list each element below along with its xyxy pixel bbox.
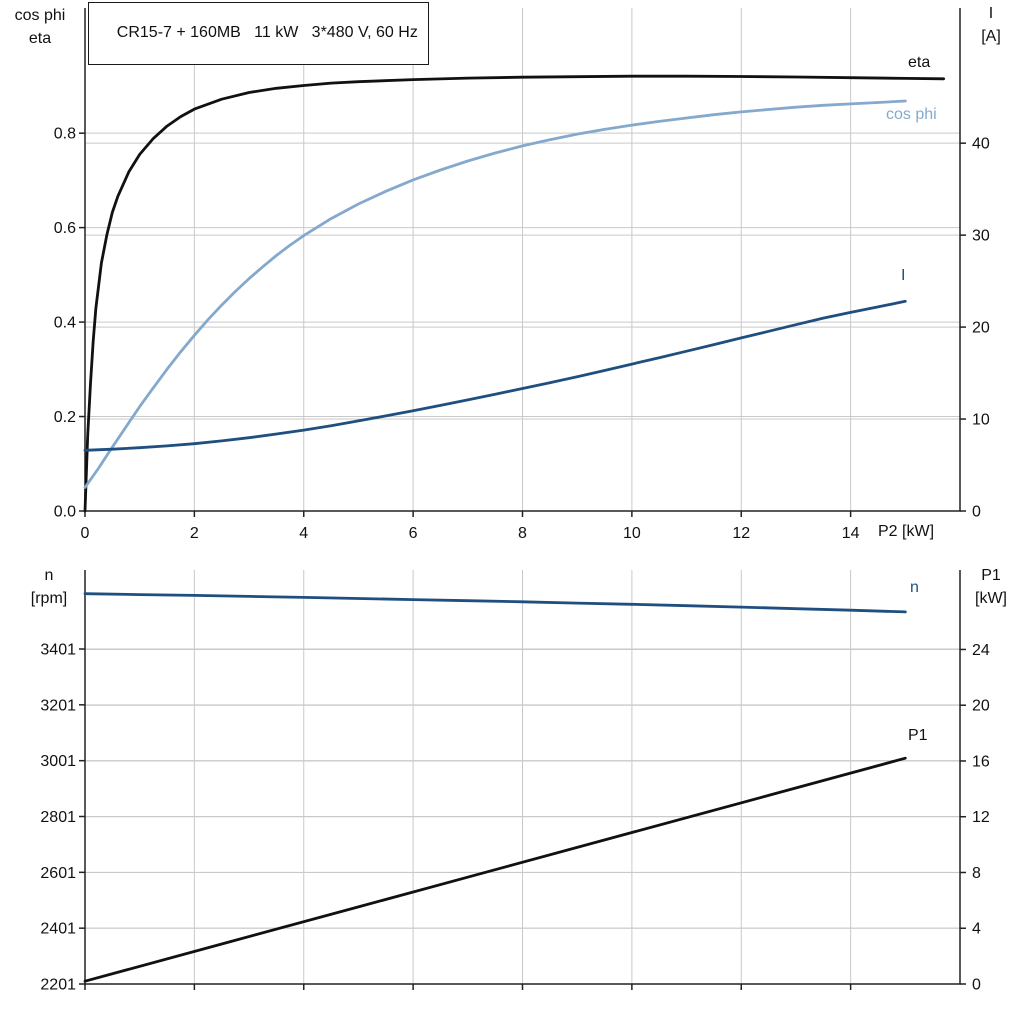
left-tick-label: 0.4 bbox=[54, 315, 76, 332]
left-tick-label: 3201 bbox=[40, 697, 76, 714]
x-tick-label: 14 bbox=[842, 525, 860, 542]
x-tick-label: 2 bbox=[190, 525, 199, 542]
top-right-axis-title: I [A] bbox=[962, 2, 1020, 48]
curve-label-current: I bbox=[901, 267, 906, 284]
left-tick-label: 0.0 bbox=[54, 504, 76, 521]
right-tick-label: 10 bbox=[972, 412, 990, 429]
left-tick-label: 2201 bbox=[40, 977, 76, 994]
x-axis-label: P2 [kW] bbox=[878, 523, 935, 540]
curve-label-speed: n bbox=[910, 579, 919, 596]
axis-title-ampere-unit: [A] bbox=[981, 28, 1001, 45]
left-tick-label: 2801 bbox=[40, 809, 76, 826]
curve-label-cos-phi: cos phi bbox=[886, 106, 937, 123]
axis-title-eta: eta bbox=[28, 30, 52, 47]
curve-label-p1: P1 bbox=[908, 727, 928, 744]
right-tick-label: 4 bbox=[972, 921, 981, 938]
curve-I bbox=[83, 299, 907, 452]
right-tick-label: 12 bbox=[972, 809, 990, 826]
axis-title-kw-unit: [kW] bbox=[975, 590, 1007, 607]
left-tick-label: 0.8 bbox=[54, 126, 76, 143]
chart-title-box: CR15-7 + 160MB 11 kW 3*480 V, 60 Hz bbox=[88, 2, 429, 65]
curve-P1 bbox=[83, 756, 907, 983]
axis-title-current: I bbox=[988, 5, 994, 22]
right-tick-label: 30 bbox=[972, 228, 990, 245]
curve-n bbox=[83, 592, 907, 614]
x-tick-label: 4 bbox=[299, 525, 308, 542]
chart-panel-bottom: 2201 2401 2601 2801 3001 3201 3401 0 4 8 12 16 20 24 bbox=[40, 570, 990, 994]
chart-panel-top: 0 2 4 6 8 10 12 14 0.0 0.2 0.4 0.6 0.8 0 10 20 30 40 bbox=[54, 8, 990, 542]
right-tick-label: 24 bbox=[972, 642, 990, 659]
left-tick-label: 3001 bbox=[40, 753, 76, 770]
chart-title: CR15-7 + 160MB 11 kW 3*480 V, 60 Hz bbox=[116, 24, 418, 41]
curve-label-eta: eta bbox=[908, 54, 931, 71]
x-tick-label: 0 bbox=[81, 525, 90, 542]
left-tick-label: 3401 bbox=[40, 642, 76, 659]
top-left-axis-title: cos phi eta bbox=[6, 4, 74, 50]
right-tick-label: 8 bbox=[972, 865, 981, 882]
left-tick-label: 2401 bbox=[40, 921, 76, 938]
x-tick-label: 8 bbox=[518, 525, 527, 542]
right-tick-label: 16 bbox=[972, 753, 990, 770]
right-tick-label: 20 bbox=[972, 698, 990, 715]
curve-eta bbox=[83, 74, 945, 513]
x-tick-label: 10 bbox=[623, 525, 641, 542]
x-tick-label: 12 bbox=[732, 525, 750, 542]
left-tick-label: 0.2 bbox=[54, 409, 76, 426]
bottom-right-axis-title: P1 [kW] bbox=[962, 564, 1020, 610]
right-tick-label: 40 bbox=[972, 136, 990, 153]
right-tick-label: 20 bbox=[972, 320, 990, 337]
axis-title-speed: n bbox=[44, 567, 54, 584]
right-tick-label: 0 bbox=[972, 977, 981, 994]
axis-title-p1: P1 bbox=[981, 567, 1001, 584]
left-tick-label: 0.6 bbox=[54, 220, 76, 237]
x-tick-label: 6 bbox=[409, 525, 418, 542]
axis-title-rpm-unit: [rpm] bbox=[30, 590, 68, 607]
curve-cos-phi bbox=[83, 99, 907, 489]
left-tick-label: 2601 bbox=[40, 865, 76, 882]
bottom-left-axis-title: n [rpm] bbox=[18, 564, 80, 610]
right-tick-label: 0 bbox=[972, 504, 981, 521]
axis-title-cos-phi: cos phi bbox=[14, 7, 66, 24]
